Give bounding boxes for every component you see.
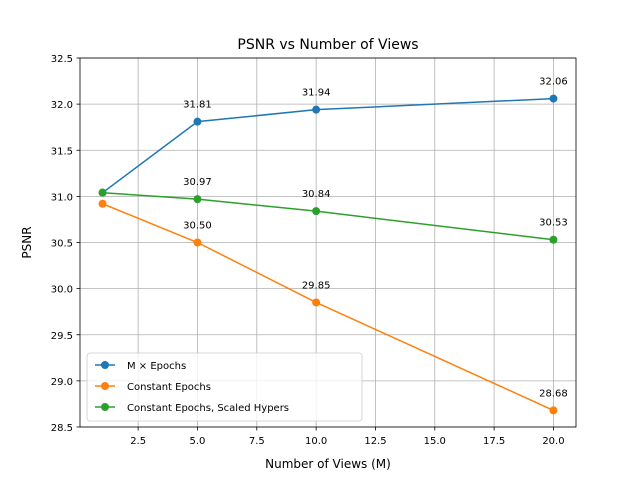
data-label: 30.53 [539,218,568,229]
data-label: 28.68 [539,388,568,399]
data-point [98,199,107,208]
legend-label: M × Epochs [127,361,186,372]
legend-marker [101,403,109,411]
data-point [549,94,558,103]
data-label: 32.06 [539,77,568,88]
data-label: 30.50 [183,221,212,232]
legend-label: Constant Epochs, Scaled Hypers [127,403,289,414]
data-label: 30.84 [302,189,331,200]
series-line-2 [102,191,554,241]
legend-box [86,352,363,422]
data-point [312,207,321,216]
legend: M × Epochs Constant Epochs Constant Epochs… [86,352,363,422]
x-tick-label: 2.5 [130,436,146,447]
x-tick-label: 7.5 [249,436,265,447]
series-line-1 [102,203,554,412]
chart-title: PSNR vs Number of Views [237,37,418,53]
y-axis-label: PSNR [20,226,34,258]
legend-marker [101,361,109,369]
data-point [193,238,202,247]
legend-marker [101,382,109,390]
data-point [193,117,202,126]
y-tick-label: 31.5 [51,146,73,157]
data-label: 29.85 [302,280,331,291]
plot-frame [79,57,577,428]
x-tick-label: 5.0 [190,436,206,447]
y-axis: 28.5 29.0 29.5 30.0 30.5 31.0 31.5 32.0 32.5 [51,54,80,434]
x-tick-label: 17.5 [483,436,505,447]
x-tick-label: 20.0 [542,436,564,447]
y-tick-label: 29.0 [51,377,73,388]
y-tick-label: 28.5 [51,423,73,434]
x-axis-label: Number of Views (M) [265,457,391,471]
annotation-layer: 31.81 31.94 32.06 30.50 29.85 28.68 30.97 30.84… [183,77,568,400]
data-point [98,188,107,197]
legend-label: Constant Epochs [127,382,211,393]
y-tick-label: 32.5 [51,54,73,65]
data-point [549,235,558,244]
data-point [312,105,321,114]
data-point [193,195,202,204]
data-point [312,298,321,307]
y-tick-label: 30.5 [51,239,73,250]
data-label: 30.97 [183,177,212,188]
y-tick-label: 32.0 [51,100,73,111]
x-tick-label: 12.5 [364,436,386,447]
data-label: 31.81 [183,100,212,111]
data-point [549,406,558,415]
x-tick-label: 15.0 [424,436,446,447]
series-layer [98,94,558,415]
x-axis: 2.5 5.0 7.5 10.0 12.5 15.0 17.5 20.0 [130,427,565,447]
y-tick-label: 30.0 [51,285,73,296]
y-tick-label: 31.0 [51,192,73,203]
series-line-0 [102,97,554,194]
data-label: 31.94 [302,88,331,99]
x-tick-label: 10.0 [305,436,327,447]
y-tick-label: 29.5 [51,331,73,342]
